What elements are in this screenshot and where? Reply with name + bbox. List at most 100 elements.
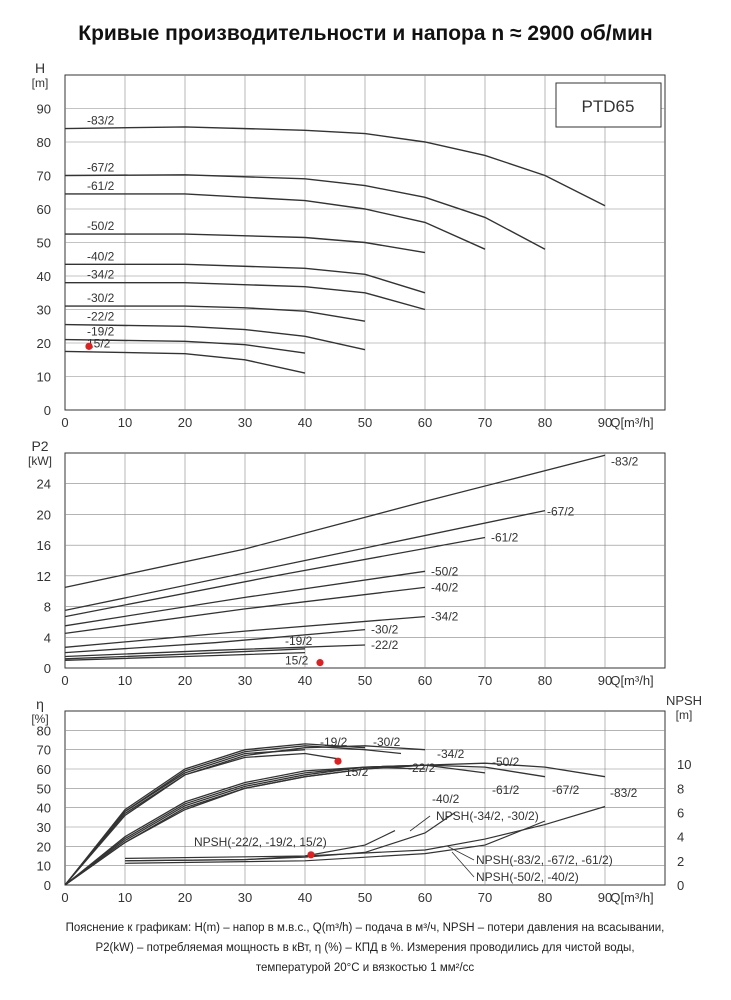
power-y-axis-label: P2	[31, 438, 48, 454]
power-x-tick-label: 70	[478, 673, 492, 688]
power-curve-label-19-2: -19/2	[285, 634, 313, 648]
power-curve-label-83-2: -83/2	[611, 454, 639, 468]
power-x-tick-label: 40	[298, 673, 312, 688]
footnote-line-2: P2(kW) – потребляемая мощность в кВт, η …	[95, 942, 635, 954]
efficiency-x-tick-label: 80	[538, 890, 552, 905]
efficiency-curve-label-19-2: -19/2	[320, 735, 348, 749]
head-marker-dot	[85, 342, 93, 350]
model-label: PTD65	[582, 97, 635, 116]
efficiency-curve-30-2	[64, 743, 366, 886]
power-x-tick-label: 10	[118, 673, 132, 688]
efficiency-y-tick-label: 0	[44, 878, 51, 893]
head-y-tick-label: 90	[37, 102, 51, 117]
head-x-tick-label: 60	[418, 415, 432, 430]
power-chart: 0 4 8 12 16 20 24 0 10 20 30 40 50 60 70 80 90Q[m³/h] P2[…	[28, 438, 666, 688]
npsh-curve-npsh-50-2-40-2	[124, 820, 546, 864]
npsh-y-tick-label: 2	[677, 854, 684, 869]
footnote-line-1: Пояснение к графикам: H(m) – напор в м.в…	[65, 922, 665, 934]
power-curve-61-2	[64, 536, 486, 618]
efficiency-curve-label-15-2: 15/2	[345, 765, 369, 779]
power-curve-34-2	[64, 615, 426, 648]
page-title: Кривые производительности и напора n ≈ 2…	[78, 22, 653, 45]
power-curve-label-30-2: -30/2	[371, 623, 399, 637]
efficiency-x-tick-label: 20	[178, 890, 192, 905]
head-curve-label-34-2: -34/2	[87, 268, 115, 282]
head-y-tick-label: 80	[37, 135, 51, 150]
head-curve-61-2	[65, 193, 486, 250]
head-x-tick-label: 20	[178, 415, 192, 430]
efficiency-curve-label-50-2: -50/2	[492, 755, 520, 769]
head-curve-83-2	[64, 126, 606, 207]
efficiency-curve-label-61-2: -61/2	[492, 783, 520, 797]
power-curve-label-40-2: -40/2	[431, 580, 459, 594]
npsh-leader-line	[409, 815, 431, 832]
power-x-tick-label: 90	[598, 673, 612, 688]
npsh-curve-label-npsh-83-2-67-2-61-2: NPSH(-83/2, -67/2, -61/2)	[476, 853, 613, 867]
head-curve-19-2	[64, 338, 306, 354]
efficiency-curve-label-40-2: -40/2	[432, 792, 460, 806]
power-y-tick-label: 0	[44, 661, 51, 676]
npsh-y-tick-label: 4	[677, 830, 684, 845]
efficiency-curve-label-22-2: -22/2	[408, 761, 436, 775]
power-y-axis-unit: [kW]	[28, 454, 52, 468]
npsh-y-tick-label: 10	[677, 757, 691, 772]
head-curve-label-67-2: -67/2	[87, 161, 115, 175]
efficiency-y-axis-unit: [%]	[31, 712, 48, 726]
efficiency-x-tick-label: 30	[238, 890, 252, 905]
footnote-line-3: температурой 20°C и вязкостью 1 мм²/сс	[255, 962, 475, 974]
head-y-tick-label: 0	[44, 403, 51, 418]
npsh-y-tick-label: 0	[677, 878, 684, 893]
power-curve-label-22-2: -22/2	[371, 638, 399, 652]
efficiency-curve-label-34-2: -34/2	[437, 747, 465, 761]
power-curve-83-2	[64, 454, 606, 589]
efficiency-y-tick-label: 20	[37, 839, 51, 854]
head-x-tick-label: 70	[478, 415, 492, 430]
power-x-tick-label: 80	[538, 673, 552, 688]
power-y-tick-label: 24	[37, 477, 51, 492]
efficiency-marker-dot	[334, 757, 342, 765]
power-curve-67-2	[64, 509, 546, 612]
efficiency-x-tick-label: 0	[61, 890, 68, 905]
head-curve-label-22-2: -22/2	[87, 310, 115, 324]
power-x-axis-label: Q[m³/h]	[610, 673, 653, 688]
head-curve-label-50-2: -50/2	[87, 219, 115, 233]
head-curve-34-2	[65, 282, 426, 311]
power-y-tick-label: 16	[37, 538, 51, 553]
npsh-curve-label-npsh-22-2-19-2-15-2: NPSH(-22/2, -19/2, 15/2)	[194, 835, 327, 849]
efficiency-curve-22-2	[64, 745, 402, 886]
npsh-curve-label-npsh-34-2-30-2: NPSH(-34/2, -30/2)	[436, 809, 539, 823]
head-curve-label-19-2: -19/2	[87, 325, 115, 339]
head-curve-67-2	[64, 174, 546, 250]
power-curve-label-15-2: 15/2	[285, 654, 309, 668]
head-y-tick-label: 60	[37, 202, 51, 217]
head-x-tick-label: 80	[538, 415, 552, 430]
efficiency-curve-label-83-2: -83/2	[610, 786, 638, 800]
power-curve-22-2	[64, 644, 366, 658]
npsh-leader-line	[451, 851, 475, 878]
head-y-tick-label: 10	[37, 370, 51, 385]
efficiency-x-tick-label: 70	[478, 890, 492, 905]
head-y-tick-label: 40	[37, 269, 51, 284]
npsh-axis-label: NPSH	[666, 693, 702, 708]
head-y-tick-label: 20	[37, 336, 51, 351]
power-curve-40-2	[64, 586, 426, 635]
efficiency-y-tick-label: 40	[37, 801, 51, 816]
power-curve-30-2	[64, 628, 366, 654]
efficiency-x-tick-label: 90	[598, 890, 612, 905]
power-x-tick-label: 30	[238, 673, 252, 688]
npsh-marker-dot	[307, 851, 315, 859]
head-curve-label-30-2: -30/2	[87, 291, 115, 305]
power-x-tick-label: 60	[418, 673, 432, 688]
efficiency-x-axis-label: Q[m³/h]	[610, 890, 653, 905]
efficiency-curve-34-2	[64, 745, 426, 886]
head-x-tick-label: 30	[238, 415, 252, 430]
head-curve-15-2	[64, 350, 306, 374]
power-curve-19-2	[64, 648, 306, 660]
power-curve-50-2	[64, 570, 426, 627]
power-x-tick-label: 20	[178, 673, 192, 688]
head-x-tick-label: 0	[61, 415, 68, 430]
head-x-axis-label: Q[m³/h]	[610, 415, 653, 430]
efficiency-y-axis-label: η	[36, 696, 44, 712]
head-curve-50-2	[65, 233, 426, 254]
